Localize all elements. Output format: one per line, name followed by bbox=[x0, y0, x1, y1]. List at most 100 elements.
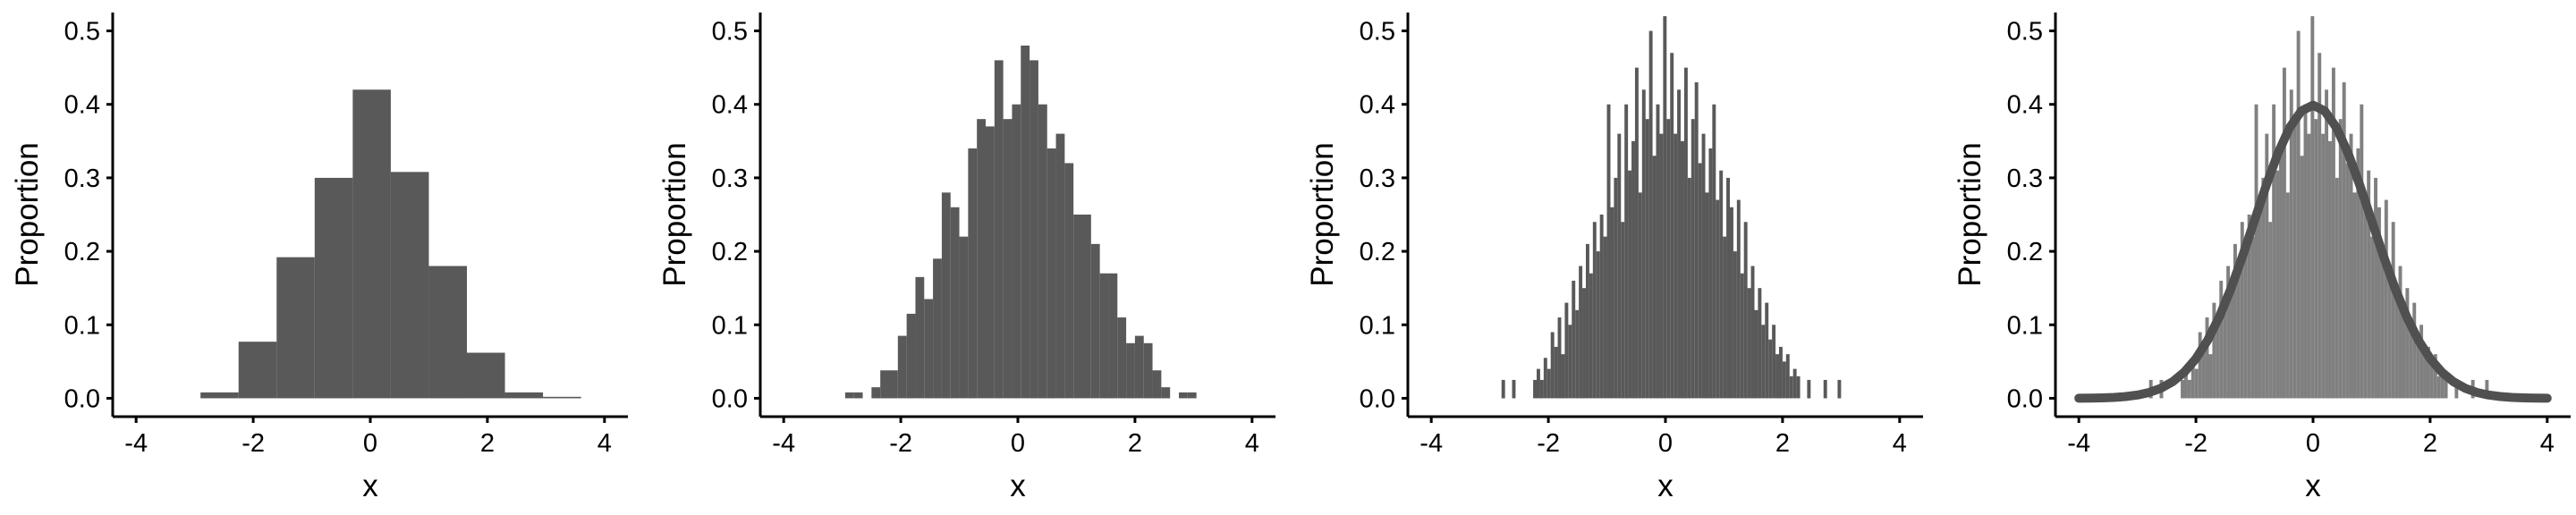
histogram-bar bbox=[2387, 273, 2392, 399]
histogram-bar bbox=[1656, 104, 1660, 399]
histogram-bar bbox=[2300, 156, 2304, 399]
x-tick-label: 2 bbox=[480, 429, 495, 458]
histogram-bar bbox=[2184, 368, 2188, 399]
histogram-bar bbox=[2285, 192, 2290, 399]
x-tick-label: 0 bbox=[363, 429, 377, 458]
histogram-bar bbox=[2261, 177, 2266, 399]
histogram-bar bbox=[2328, 140, 2332, 399]
chart-panel-3: 0.0 0.1 0.2 0.3 0.4 0.5 -4 -2 0 2 4 x Proportion bbox=[1305, 13, 1923, 503]
histogram-bar bbox=[2436, 376, 2441, 399]
histogram-bar bbox=[276, 257, 315, 399]
histogram-bar bbox=[2205, 317, 2209, 399]
histogram-bar bbox=[1134, 335, 1144, 399]
histogram-bar bbox=[1765, 302, 1769, 399]
y-tick-label: 0.1 bbox=[2007, 311, 2043, 340]
histogram-bar bbox=[1557, 317, 1562, 399]
histogram-bar bbox=[2303, 104, 2308, 399]
y-tick-label: 0.3 bbox=[1360, 165, 1395, 193]
y-tick-label: 0.5 bbox=[712, 18, 748, 46]
histogram-bar bbox=[1730, 207, 1733, 399]
histogram-bar bbox=[2454, 379, 2459, 399]
x-axis-title: x bbox=[1657, 469, 1674, 503]
histogram-bar bbox=[2250, 236, 2255, 399]
normal-density-curve bbox=[2074, 100, 2552, 403]
histogram-bar bbox=[2236, 273, 2241, 399]
histogram-bar bbox=[2190, 358, 2195, 399]
histogram-bar bbox=[2360, 104, 2364, 399]
histogram-bar bbox=[200, 392, 239, 399]
histogram-bar bbox=[2223, 309, 2227, 399]
y-tick-label: 0.4 bbox=[1360, 91, 1395, 120]
histogram-bar bbox=[1179, 392, 1188, 399]
y-tick-label: 0.5 bbox=[2007, 18, 2043, 46]
histogram-bar bbox=[1690, 119, 1695, 399]
histogram-bar bbox=[2363, 199, 2368, 399]
histogram-bar bbox=[1603, 236, 1607, 399]
histogram-bar bbox=[2265, 133, 2269, 399]
histogram-bar bbox=[1634, 67, 1639, 399]
histogram-bar bbox=[2201, 346, 2206, 399]
histogram-bar bbox=[2272, 104, 2276, 399]
histogram-bar bbox=[543, 396, 581, 399]
histogram-bar bbox=[959, 236, 969, 399]
histogram-bar bbox=[1082, 215, 1091, 399]
histogram-bar bbox=[1750, 266, 1755, 399]
histogram-bar bbox=[968, 148, 978, 399]
y-tick-label: 0.1 bbox=[64, 311, 100, 340]
x-tick-label: 4 bbox=[1893, 429, 1907, 458]
histogram-bar bbox=[1572, 280, 1576, 399]
histogram-bar bbox=[2208, 354, 2213, 399]
x-tick-label: -2 bbox=[889, 429, 912, 458]
histogram-bar bbox=[1775, 354, 1779, 399]
y-tick-label: 0.4 bbox=[712, 91, 748, 120]
histogram-bar bbox=[1719, 170, 1724, 399]
histogram-bar bbox=[1579, 266, 1583, 399]
histogram-bar bbox=[2367, 170, 2371, 399]
histogram-bar bbox=[2292, 119, 2297, 399]
histogram-bar bbox=[1823, 379, 1827, 399]
histogram-bar bbox=[2377, 207, 2381, 399]
histogram-bar bbox=[1592, 222, 1597, 399]
histogram-bar bbox=[1589, 273, 1593, 399]
histogram-bar bbox=[1621, 222, 1625, 399]
histogram-bar bbox=[1610, 207, 1614, 399]
histogram-bar bbox=[1546, 368, 1551, 399]
histogram-bar bbox=[238, 342, 277, 399]
histogram-bar bbox=[1687, 177, 1691, 399]
x-axis-title: x bbox=[2305, 469, 2321, 503]
histogram-bar bbox=[2429, 361, 2434, 399]
histogram-bar bbox=[2349, 133, 2353, 399]
histogram-bar bbox=[2391, 222, 2395, 399]
histogram-bar bbox=[1641, 89, 1646, 399]
x-tick-label: 2 bbox=[2423, 429, 2437, 458]
histogram-bar bbox=[1659, 133, 1664, 399]
histogram-bar bbox=[1064, 163, 1074, 399]
histogram-bar bbox=[853, 392, 863, 399]
histogram-bar bbox=[897, 335, 907, 399]
histogram-bar bbox=[1789, 376, 1793, 399]
histogram-bar bbox=[2485, 379, 2489, 399]
histogram-bar bbox=[1712, 104, 1716, 399]
histogram-bar bbox=[1596, 251, 1600, 399]
x-axis-title: x bbox=[362, 469, 378, 503]
histogram-bar bbox=[1716, 199, 1720, 399]
x-tick-label: 0 bbox=[1658, 429, 1673, 458]
histogram-bar bbox=[2258, 207, 2262, 399]
histogram-bar bbox=[2433, 354, 2437, 399]
chart-panel-4: 0.0 0.1 0.2 0.3 0.4 0.5 -4 -2 0 2 4 x Proportion bbox=[1953, 13, 2571, 503]
histogram-bar bbox=[2331, 67, 2335, 399]
histogram-bar bbox=[2240, 222, 2244, 399]
x-tick-label: -2 bbox=[1537, 429, 1560, 458]
histogram-bar bbox=[1143, 342, 1153, 399]
histogram-bar bbox=[1012, 104, 1021, 399]
histogram-bar bbox=[2275, 170, 2280, 399]
histogram-bar bbox=[2334, 177, 2339, 399]
histogram-bar bbox=[2219, 280, 2224, 399]
histogram-bar bbox=[1796, 376, 1801, 399]
histogram-bar bbox=[950, 207, 960, 399]
histogram-bar bbox=[2230, 288, 2233, 399]
histogram-bar bbox=[1073, 215, 1082, 399]
histogram-bar bbox=[2194, 368, 2199, 399]
histogram-bar bbox=[1708, 148, 1713, 399]
